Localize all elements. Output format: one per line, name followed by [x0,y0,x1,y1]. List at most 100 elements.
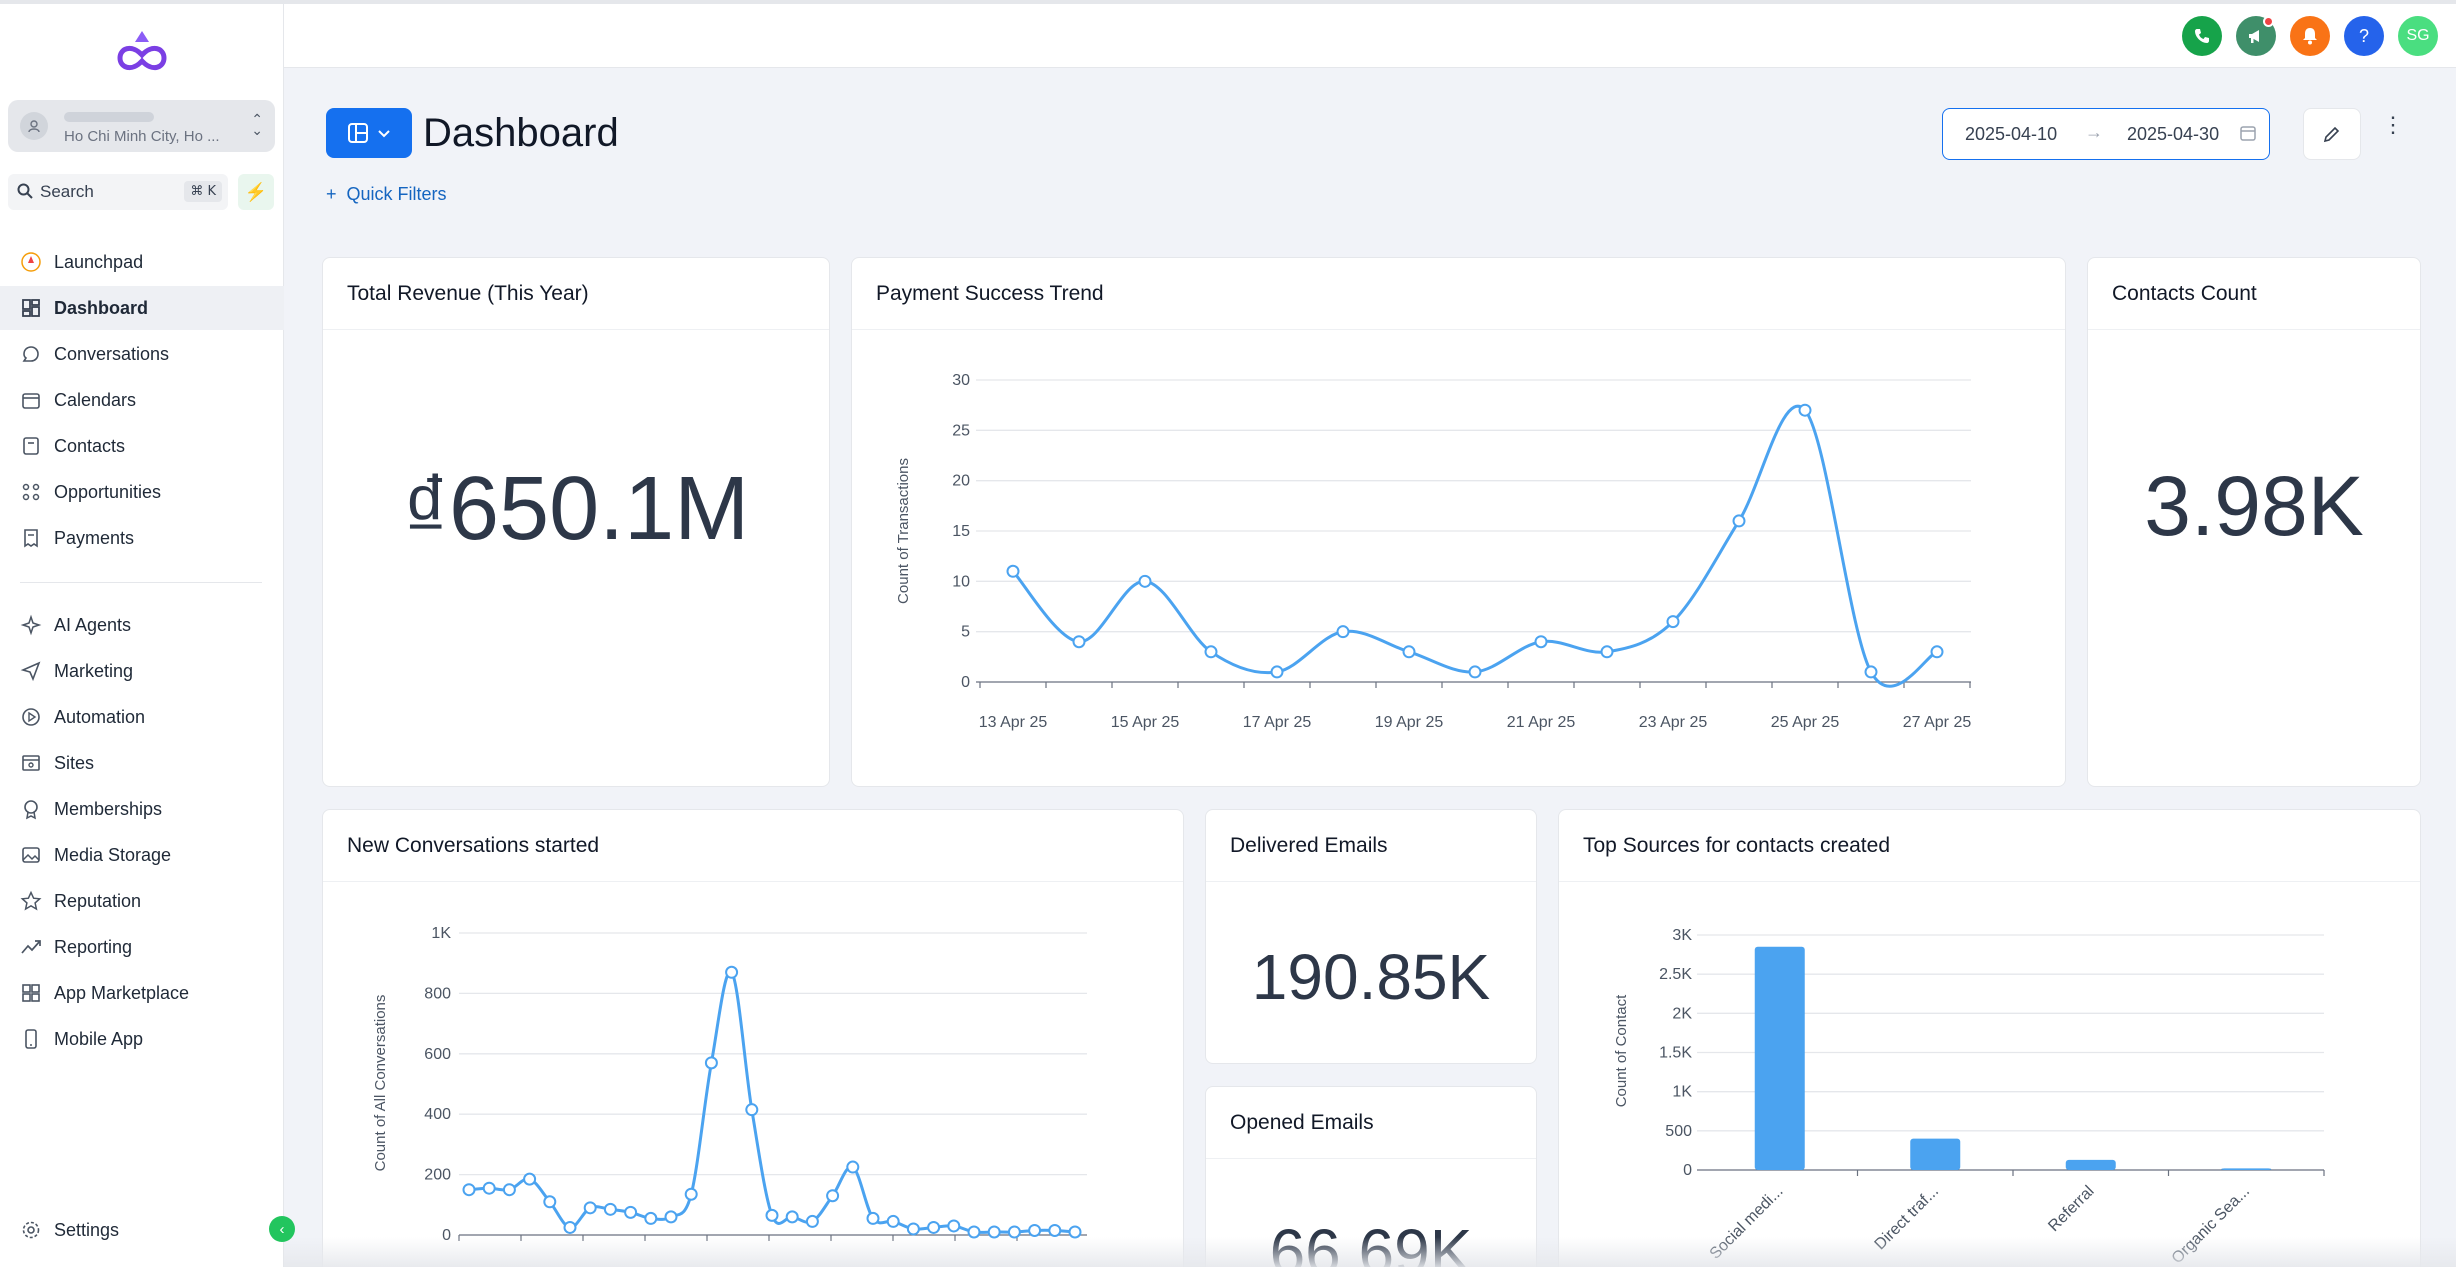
data-point [927,1220,941,1234]
data-point [846,1160,860,1174]
page-title: Dashboard [423,111,619,155]
sidebar-item-label: Settings [54,1219,120,1240]
sidebar-item-label: Payments [54,527,135,548]
sidebar-item-label: Reporting [54,936,133,957]
collapse-sidebar-button[interactable]: ‹ [269,1216,295,1242]
sidebar-item-ai-agents[interactable]: AI Agents [0,603,284,647]
sidebar-item-dashboard[interactable]: Dashboard [0,286,284,330]
sidebar-item-mobile-app[interactable]: Mobile App [0,1017,284,1061]
dashboard-switcher-button[interactable] [326,108,412,158]
automation-icon [20,706,42,728]
sidebar-item-reporting[interactable]: Reporting [0,925,284,969]
sidebar-item-media-storage[interactable]: Media Storage [0,833,284,877]
sidebar-item-label: Launchpad [54,251,144,272]
unread-dot [2263,16,2274,27]
bar [2065,1159,2116,1170]
sidebar-item-label: Memberships [54,798,163,819]
sidebar-item-contacts[interactable]: Contacts [0,424,284,468]
delivered-emails-value: 190.85K [1251,941,1491,1013]
data-point [1138,574,1152,588]
sidebar-item-label: AI Agents [54,614,132,635]
card-opened-emails: Opened Emails 66.69K [1205,1086,1537,1267]
date-to[interactable]: 2025-04-30 [2127,124,2220,144]
phone-button[interactable] [2182,16,2222,56]
x-tick-label: Referral [2045,1183,2097,1235]
card-title: Payment Success Trend [852,258,2065,330]
location-avatar-icon [20,112,48,140]
announcements-button[interactable] [2236,16,2276,56]
data-point [1600,645,1614,659]
data-point [482,1181,496,1195]
chevron-left-icon: ‹ [279,1220,285,1238]
card-top-sources: Top Sources for contacts created 0 500 1K 1… [1558,809,2421,1267]
data-point [1534,635,1548,649]
search-button[interactable]: Search ⌘ K [8,174,228,210]
sidebar-item-settings[interactable]: Settings [0,1208,284,1252]
data-point [644,1211,658,1225]
kebab-icon: ⋮ [2382,112,2404,137]
sidebar-item-label: Dashboard [54,297,149,318]
plus-icon: + [326,184,337,204]
sidebar-item-label: App Marketplace [54,982,190,1003]
sidebar-item-launchpad[interactable]: Launchpad [0,240,284,284]
quick-filters-button[interactable]: + Quick Filters [326,184,447,205]
gear-icon [20,1219,42,1241]
data-point [462,1183,476,1197]
sidebar-item-automation[interactable]: Automation [0,695,284,739]
bar [2221,1168,2272,1170]
sidebar-item-sites[interactable]: Sites [0,741,284,785]
sidebar-item-conversations[interactable]: Conversations [0,332,284,376]
card-title: Contacts Count [2088,258,2420,330]
sidebar-item-app-marketplace[interactable]: App Marketplace [0,971,284,1015]
card-title: Total Revenue (This Year) [323,258,829,330]
data-point [785,1210,799,1224]
card-new-conversations: New Conversations started 0 200 400 600 800 1… [322,809,1184,1267]
date-from[interactable]: 2025-04-10 [1965,124,2058,144]
edit-dashboard-button[interactable] [2303,108,2361,160]
sidebar-item-reputation[interactable]: Reputation [0,879,284,923]
date-range-picker[interactable]: 2025-04-10 → 2025-04-30 [1942,108,2270,160]
sidebar-item-payments[interactable]: Payments [0,516,284,560]
notifications-button[interactable] [2290,16,2330,56]
data-point [1666,615,1680,629]
help-button[interactable]: ? [2344,16,2384,56]
data-point [1048,1223,1062,1237]
data-point [745,1103,759,1117]
sites-icon [20,752,42,774]
data-point [1068,1225,1082,1239]
quick-action-button[interactable]: ⚡ [238,174,274,210]
data-point [987,1225,1001,1239]
y-tick-label: 2.5K [1659,966,1692,983]
data-point [866,1211,880,1225]
sidebar-item-opportunities[interactable]: Opportunities [0,470,284,514]
x-tick-label: 15 Apr 25 [1111,714,1180,731]
card-title: Opened Emails [1206,1087,1536,1159]
data-point [624,1205,638,1219]
series-line [468,970,1076,1234]
data-point [1930,645,1944,659]
user-avatar[interactable]: SG [2398,16,2438,56]
star-icon [20,890,42,912]
apps-grid-icon [20,982,42,1004]
y-tick-label: 20 [952,473,970,490]
y-tick-label: 2K [1672,1005,1692,1022]
revenue-value: ₫650.1M [402,459,750,559]
mobile-icon [20,1028,42,1050]
y-tick-label: 0 [442,1227,451,1244]
search-label: Search [40,182,94,201]
data-point [1468,665,1482,679]
data-point [1007,1225,1021,1239]
brand-logo[interactable] [114,28,170,80]
location-switcher[interactable]: Ho Chi Minh City, Ho ... ⌃ ⌄ [8,100,275,152]
series-line [1011,405,1938,688]
sidebar-item-memberships[interactable]: Memberships [0,787,284,831]
y-tick-label: 1.5K [1659,1045,1692,1062]
sidebar-item-marketing[interactable]: Marketing [0,649,284,693]
sidebar-item-calendars[interactable]: Calendars [0,378,284,422]
more-options-button[interactable]: ⋮ [2382,114,2404,136]
card-total-revenue: Total Revenue (This Year) ₫650.1M [322,257,830,787]
data-point [805,1214,819,1228]
data-point [1402,645,1416,659]
card-title: Delivered Emails [1206,810,1536,882]
dashboard-grid-icon [20,297,42,319]
